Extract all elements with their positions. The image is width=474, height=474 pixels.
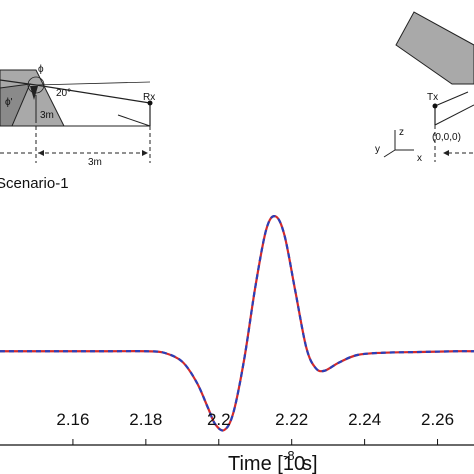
angle-label: 20° (56, 88, 71, 99)
tx-ray-ground (434, 104, 474, 126)
plot-area: 2.16 2.18 2.2 2.22 2.24 2.26 Time [10 -8 s] (0, 215, 474, 474)
phi-prime-label: ϕ' (5, 97, 13, 108)
ray-to-rx (35, 84, 151, 104)
phi-arc (27, 76, 45, 94)
rx-point (147, 100, 153, 106)
x-axis-title-text: Time [10 (228, 453, 305, 474)
coord-axis-y (383, 149, 396, 158)
scenario-1-diagram: ϕ ϕ' 20° 3m Rx 3m Scenario-1 (0, 64, 155, 192)
distance-arrowhead-right (142, 150, 148, 156)
axis-z-label: z (399, 127, 404, 138)
tx-point (432, 103, 438, 109)
tx-diagram: Tx (0,0,0) z y x (375, 11, 474, 164)
series-line-2 (0, 215, 474, 432)
axis-y-label: y (375, 144, 380, 155)
series-line-1 (0, 215, 474, 432)
axis-x-label: x (417, 153, 422, 164)
x-axis-title-unit: s] (302, 453, 318, 474)
distance-arrowhead-left (38, 150, 44, 156)
x-tick-label: 2.24 (348, 410, 381, 429)
ray-incoming (0, 79, 37, 86)
x-axis-title: Time [10 -8 s] (228, 448, 318, 474)
tilted-block (395, 11, 474, 85)
tx-distance-arrowhead (443, 150, 449, 156)
x-tick-label: 2.16 (56, 410, 89, 429)
phi-label: ϕ (38, 64, 44, 75)
x-tick-label: 2.26 (421, 410, 454, 429)
x-tick-label: 2.22 (275, 410, 308, 429)
x-tick-label: 2.18 (129, 410, 162, 429)
series-layer (0, 215, 474, 432)
tx-ray-up (434, 91, 469, 107)
rx-label: Rx (143, 92, 155, 103)
origin-label: (0,0,0) (432, 132, 461, 143)
x-axis-title-exponent: -8 (283, 448, 295, 463)
distance-label: 3m (88, 157, 102, 168)
scenario-label: Scenario-1 (0, 175, 69, 192)
x-tick-layer: 2.16 2.18 2.2 2.22 2.24 2.26 (56, 410, 454, 445)
tx-label: Tx (427, 92, 438, 103)
ray-upper (35, 81, 151, 86)
reflector-stub (117, 114, 151, 127)
x-tick-label: 2.2 (207, 410, 231, 429)
height-label: 3m (40, 110, 54, 121)
